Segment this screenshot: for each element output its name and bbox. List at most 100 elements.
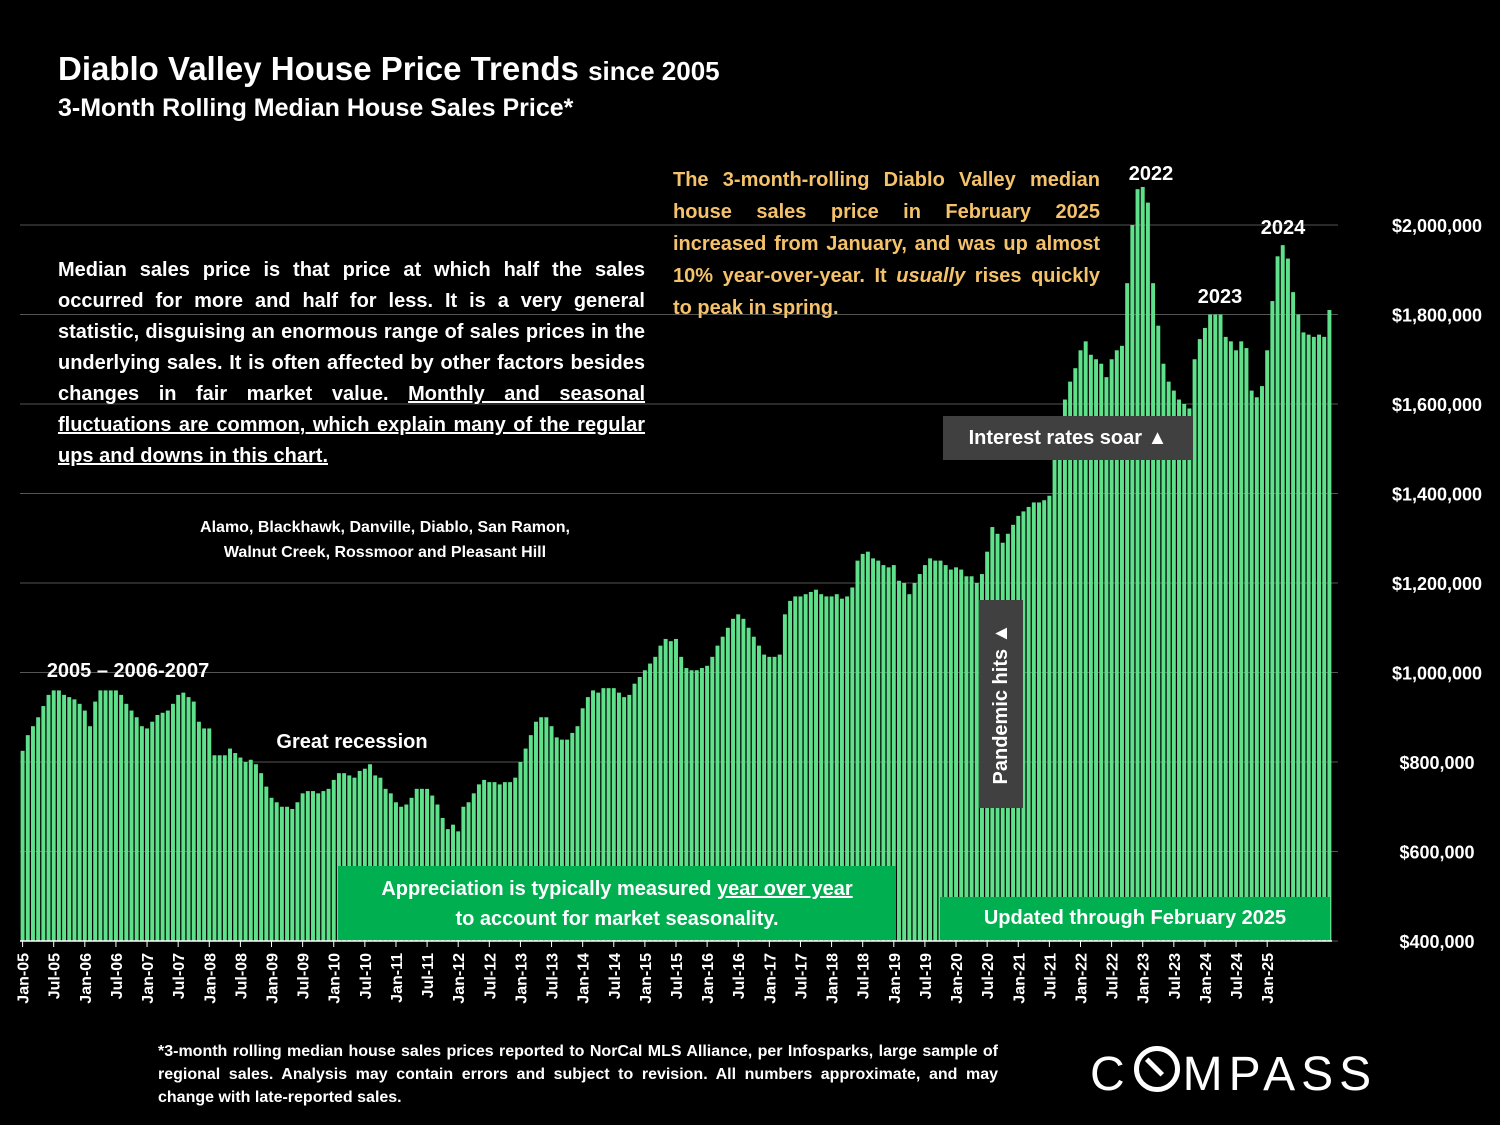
chart-subtitle: 3-Month Rolling Median House Sales Price… — [58, 94, 574, 122]
bar — [72, 699, 77, 941]
bar — [845, 596, 850, 941]
bar — [746, 627, 751, 941]
bar — [829, 596, 834, 941]
bar — [788, 600, 793, 941]
bar — [1311, 336, 1316, 941]
bar — [30, 726, 35, 941]
bar — [414, 788, 419, 941]
x-tick-label: Jan-15 — [638, 953, 655, 1004]
bar — [62, 694, 67, 941]
x-tick-label: Jul-20 — [980, 953, 997, 999]
bar — [1031, 502, 1036, 941]
bar — [93, 701, 98, 941]
bar — [757, 645, 761, 941]
y-tick-label: $1,000,000 — [1392, 664, 1482, 684]
x-tick-label: Jan-08 — [202, 953, 219, 1004]
y-tick-label: $400,000 — [1399, 932, 1474, 952]
bar — [736, 614, 741, 941]
x-tick-label: Jul-15 — [669, 953, 686, 999]
bar — [155, 715, 160, 941]
x-tick-label: Jan-16 — [700, 953, 717, 1004]
bar — [1083, 341, 1088, 942]
x-tick-label: Jan-11 — [389, 953, 406, 1003]
bar — [1130, 225, 1135, 941]
bar — [119, 694, 124, 941]
areas-list: Alamo, Blackhawk, Danville, Diablo, San … — [160, 515, 610, 565]
bar — [1182, 404, 1187, 941]
x-tick-label: Jul-12 — [482, 953, 499, 999]
bar — [368, 764, 373, 941]
bar — [1260, 386, 1264, 942]
bar — [56, 690, 61, 941]
appreciation-note: Appreciation is typically measured year … — [338, 866, 896, 940]
bar — [352, 777, 357, 941]
bar — [1104, 377, 1109, 941]
bar — [300, 793, 305, 941]
bar — [1213, 314, 1218, 941]
bar — [912, 583, 917, 941]
bar — [959, 569, 964, 941]
bar — [1322, 336, 1327, 941]
bar — [1249, 390, 1254, 941]
bar — [1062, 399, 1067, 941]
bar — [1285, 258, 1290, 941]
bar — [321, 791, 326, 941]
bar — [502, 782, 507, 941]
bar — [1026, 506, 1031, 941]
bar — [222, 755, 227, 941]
x-tick-label: Jan-20 — [949, 953, 966, 1004]
bar — [839, 598, 844, 941]
bar — [523, 748, 528, 941]
x-tick-label: Jul-18 — [856, 953, 873, 999]
bar — [1296, 314, 1301, 941]
x-tick-label: Jan-12 — [451, 953, 468, 1004]
bar — [1171, 390, 1176, 941]
bar — [1120, 345, 1124, 941]
bar — [1078, 350, 1083, 941]
bar — [311, 791, 315, 941]
bar — [1301, 332, 1306, 941]
bar — [362, 768, 367, 941]
bar — [191, 701, 196, 941]
areas-line-2: Walnut Creek, Rossmoor and Pleasant Hill — [223, 544, 547, 561]
pandemic-label: Pandemic hits ▲ — [979, 600, 1023, 808]
bar — [165, 710, 170, 941]
bar — [627, 694, 632, 941]
bar — [637, 676, 642, 941]
bar — [715, 645, 720, 941]
bar — [554, 737, 559, 941]
y-tick-label: $2,000,000 — [1392, 216, 1482, 236]
bar — [347, 775, 352, 941]
bar — [176, 694, 181, 941]
bar — [694, 670, 699, 941]
bar — [772, 656, 777, 941]
compass-logo: C MPASS — [1090, 1046, 1378, 1101]
bar — [1156, 325, 1161, 941]
x-tick-label: Jul-10 — [358, 953, 375, 999]
bar — [1161, 363, 1166, 942]
x-tick-label: Jul-24 — [1229, 953, 1246, 999]
bar — [834, 594, 839, 941]
bar — [648, 663, 653, 941]
bar — [1208, 314, 1213, 941]
bar — [580, 708, 585, 941]
bar — [570, 732, 575, 941]
annotation-label: 2023 — [1198, 286, 1243, 308]
median-explanation: Median sales price is that price at whic… — [58, 259, 646, 467]
chart-title: Diablo Valley House Price Trends since 2… — [58, 50, 720, 87]
bar — [482, 779, 487, 941]
bar — [1151, 283, 1156, 941]
annotation-label: Great recession — [276, 731, 427, 753]
x-tick-label: Jan-13 — [513, 953, 530, 1004]
y-tick-label: $1,600,000 — [1392, 395, 1482, 415]
bar — [1140, 186, 1145, 941]
bar — [679, 656, 684, 941]
bar — [1327, 310, 1332, 941]
bar — [881, 565, 886, 941]
x-tick-label: Jul-19 — [918, 953, 935, 999]
x-tick-label: Jul-22 — [1105, 953, 1122, 999]
bar — [1068, 381, 1073, 941]
bar — [238, 757, 243, 941]
bar — [684, 668, 689, 941]
interest-rates-label: Interest rates soar ▲ — [943, 416, 1193, 460]
